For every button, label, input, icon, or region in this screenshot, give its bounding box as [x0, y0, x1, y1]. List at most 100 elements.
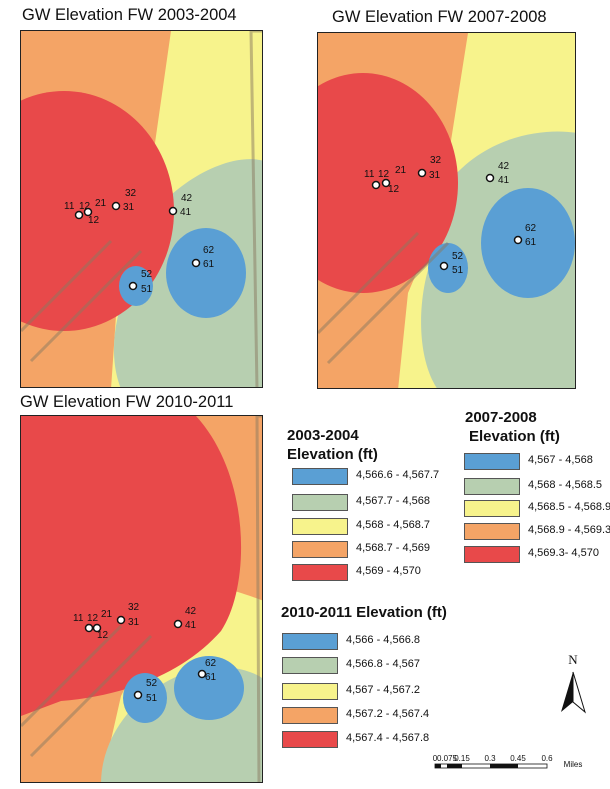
- map-title-2007-2008: GW Elevation FW 2007-2008: [332, 8, 547, 26]
- scale-tick-label: 0.15: [454, 754, 470, 763]
- map-title-2010-2011: GW Elevation FW 2010-2011: [20, 393, 234, 411]
- well-label: 31: [429, 170, 441, 181]
- legend-swatch: [464, 453, 520, 470]
- legend-swatch: [282, 731, 338, 748]
- legend-swatch: [282, 707, 338, 724]
- legend-label: 4,569.3- 4,570: [528, 547, 599, 559]
- map-2007-2008[interactable]: 11 12 21 12 32 31 42 41 62 61 52 51: [317, 32, 576, 389]
- legend-swatch: [292, 541, 348, 558]
- legend-swatch: [292, 564, 348, 581]
- well-marker[interactable]: [513, 235, 523, 245]
- well-group-map2: 11 12 21 12 32 31 42 41 62 61 52 51: [364, 155, 537, 276]
- legend-label: 4,566 - 4,566.8: [346, 634, 421, 646]
- legend-swatch: [282, 683, 338, 700]
- well-label: 12: [388, 184, 400, 195]
- well-marker[interactable]: [439, 261, 449, 271]
- well-label: 62: [525, 223, 537, 234]
- well-marker[interactable]: [173, 619, 183, 629]
- legend-title-line1: 2007-2008: [465, 409, 537, 426]
- well-marker[interactable]: [417, 168, 427, 178]
- well-marker[interactable]: [133, 690, 143, 700]
- zone-red: [21, 416, 242, 716]
- legend-label: 4,567 - 4,567.2: [346, 684, 421, 696]
- north-arrow-icon: N: [561, 652, 586, 714]
- map-2010-2011-canvas: 11 12 21 12 32 31 42 41 62 61 52 51: [21, 416, 262, 782]
- well-marker[interactable]: [371, 180, 381, 190]
- zone-blue-large: [166, 228, 246, 318]
- legend-label: 4,566.6 - 4,567.7: [356, 469, 440, 481]
- well-label: 21: [101, 609, 113, 620]
- well-label: 12: [97, 630, 109, 641]
- legend-title-2003-2004: 2003-2004 Elevation (ft): [287, 426, 378, 464]
- scale-tick-label: 0.3: [484, 754, 496, 763]
- legend-title-2007-2008: 2007-2008 Elevation (ft): [465, 408, 560, 446]
- legend-swatch: [464, 478, 520, 495]
- well-label: 11: [64, 201, 75, 212]
- legend-title-line1: 2003-2004: [287, 427, 359, 444]
- legend-label: 4,567.2 - 4,567.4: [346, 708, 430, 720]
- well-label: 41: [180, 207, 192, 218]
- legend-label: 4,569 - 4,570: [356, 565, 421, 577]
- scale-bar-graphic: 0 0.075 0.15 0.3 0.45 0.6 Miles: [433, 754, 583, 769]
- well-label: 21: [95, 198, 107, 209]
- well-label: 51: [452, 265, 464, 276]
- well-marker[interactable]: [191, 258, 201, 268]
- well-label: 11: [73, 613, 84, 624]
- well-label: 61: [525, 237, 537, 248]
- zone-blue-large: [174, 656, 244, 720]
- legend-swatch: [292, 468, 348, 485]
- well-marker[interactable]: [197, 669, 207, 679]
- legend-swatch: [292, 494, 348, 511]
- well-label: 31: [123, 202, 135, 213]
- legend-label: 4,567.4 - 4,567.8: [346, 732, 430, 744]
- well-marker[interactable]: [83, 207, 93, 217]
- well-label: 42: [185, 606, 197, 617]
- scale-tick-label: 0: [433, 754, 438, 763]
- scale-tick-label: 0.45: [510, 754, 526, 763]
- well-label: 51: [146, 693, 158, 704]
- well-group-map3: 11 12 21 12 32 31 42 41 62 61 52 51: [73, 602, 217, 704]
- well-label: 52: [452, 251, 464, 262]
- north-arrow: N: [553, 650, 593, 716]
- well-label: 12: [378, 169, 390, 180]
- well-label: 62: [205, 658, 217, 669]
- legend-label: 4,568 - 4,568.5: [528, 479, 603, 491]
- well-label: 51: [141, 284, 153, 295]
- legend-label: 4,566.8 - 4,567: [346, 658, 421, 670]
- well-label: 31: [128, 617, 140, 628]
- well-label: 32: [128, 602, 140, 613]
- well-marker[interactable]: [116, 615, 126, 625]
- well-label: 12: [88, 215, 100, 226]
- well-label: 41: [185, 620, 197, 631]
- well-label: 42: [498, 161, 510, 172]
- map-2003-2004-canvas: 11 12 21 12 32 31 42 41 62 61 52 51: [21, 31, 262, 387]
- well-marker[interactable]: [168, 206, 178, 216]
- map-2007-2008-canvas: 11 12 21 12 32 31 42 41 62 61 52 51: [318, 33, 575, 388]
- well-marker[interactable]: [84, 623, 94, 633]
- road-lines: [318, 231, 450, 365]
- well-marker[interactable]: [111, 201, 121, 211]
- well-marker[interactable]: [485, 173, 495, 183]
- legend-swatch: [464, 500, 520, 517]
- map-2010-2011[interactable]: 11 12 21 12 32 31 42 41 62 61 52 51: [20, 415, 263, 783]
- north-label: N: [568, 652, 578, 667]
- well-label: 32: [125, 188, 137, 199]
- well-marker[interactable]: [74, 210, 84, 220]
- scale-bar: 0 0.075 0.15 0.3 0.45 0.6 Miles: [430, 752, 600, 782]
- zone-blue-small: [123, 673, 167, 723]
- well-label: 42: [181, 193, 193, 204]
- well-label: 11: [364, 169, 375, 180]
- scale-tick-label: 0.075: [437, 754, 458, 763]
- map-title-2003-2004: GW Elevation FW 2003-2004: [22, 6, 237, 24]
- legend-swatch: [282, 633, 338, 650]
- well-label: 52: [141, 269, 153, 280]
- well-marker[interactable]: [92, 623, 102, 633]
- well-marker[interactable]: [381, 178, 391, 188]
- well-marker[interactable]: [128, 281, 138, 291]
- legend-swatch: [282, 657, 338, 674]
- legend-label: 4,568.7 - 4,569: [356, 542, 431, 554]
- road-lines: [21, 31, 262, 387]
- well-label: 62: [203, 245, 215, 256]
- map-2003-2004[interactable]: 11 12 21 12 32 31 42 41 62 61 52 51: [20, 30, 263, 388]
- scale-tick-label: 0.6: [541, 754, 553, 763]
